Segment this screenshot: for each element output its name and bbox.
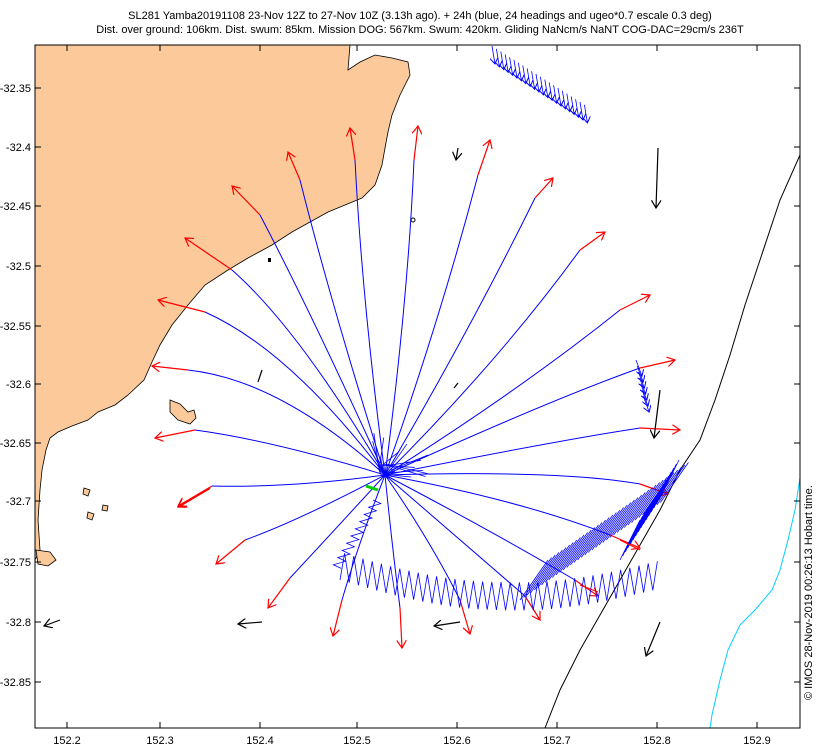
y-tick-label: -32.85 bbox=[0, 677, 31, 689]
heading-arrow bbox=[350, 128, 355, 161]
heading-arrow bbox=[155, 429, 196, 438]
heading-track bbox=[194, 429, 386, 476]
glider-track-segment bbox=[373, 433, 380, 473]
heading-arrow bbox=[185, 238, 233, 271]
deep-contour bbox=[709, 477, 800, 728]
x-tick-label: 152.5 bbox=[343, 735, 371, 747]
heading-arrow bbox=[459, 599, 470, 634]
heading-arrow bbox=[152, 366, 189, 370]
glider-track-segment bbox=[372, 441, 382, 475]
island bbox=[82, 487, 91, 497]
heading-arrow bbox=[178, 487, 211, 508]
glider-track-segment bbox=[380, 456, 385, 476]
heading-arrow bbox=[609, 534, 640, 548]
island bbox=[101, 504, 109, 512]
heading-arrow bbox=[232, 186, 261, 216]
heading-track bbox=[384, 197, 536, 476]
y-tick-label: -32.35 bbox=[0, 83, 31, 95]
x-tick-label: 152.9 bbox=[743, 735, 771, 747]
heading-arrow bbox=[216, 539, 246, 564]
heading-track bbox=[231, 269, 386, 476]
glider-position-marker bbox=[365, 484, 379, 492]
glider-track-segment bbox=[383, 463, 426, 477]
x-tick-label: 152.4 bbox=[246, 735, 274, 747]
y-tick-label: -32.45 bbox=[0, 201, 31, 213]
y-tick-label: -32.4 bbox=[6, 142, 31, 154]
glider-track-segment bbox=[379, 451, 400, 468]
buoy-marker bbox=[410, 217, 416, 223]
glider-track-segment bbox=[386, 471, 396, 477]
heading-track bbox=[384, 367, 641, 476]
heading-arrow bbox=[268, 577, 291, 608]
glider-track-sawtooth bbox=[332, 459, 689, 611]
heading-track bbox=[384, 174, 479, 476]
heading-arrow bbox=[639, 360, 675, 369]
heading-track bbox=[204, 311, 386, 476]
heading-track bbox=[289, 474, 386, 579]
rock-marker bbox=[268, 258, 271, 262]
heading-arrow bbox=[639, 428, 680, 430]
heading-arrow bbox=[333, 599, 343, 636]
island bbox=[35, 549, 57, 567]
glider-track-segment bbox=[381, 464, 415, 468]
heading-track bbox=[384, 309, 621, 476]
heading-track bbox=[211, 474, 386, 487]
heading-track bbox=[259, 214, 386, 476]
heading-arrow bbox=[477, 140, 490, 176]
heading-arrow bbox=[534, 178, 553, 199]
island bbox=[86, 511, 95, 521]
y-tick-label: -32.75 bbox=[0, 557, 31, 569]
heading-arrow bbox=[619, 295, 650, 311]
y-tick-label: -32.7 bbox=[6, 496, 31, 508]
heading-track bbox=[384, 427, 641, 476]
heading-track bbox=[187, 369, 386, 476]
glider-track-segment bbox=[388, 459, 421, 466]
heading-arrow bbox=[158, 300, 206, 313]
heading-track bbox=[384, 474, 526, 597]
heading-arrow-cluster bbox=[492, 45, 649, 412]
map-title-line1: SL281 Yamba20191108 23-Nov 12Z to 27-Nov… bbox=[128, 10, 712, 22]
x-tick-label: 152.7 bbox=[543, 735, 571, 747]
x-tick-label: 152.8 bbox=[643, 735, 671, 747]
heading-arrow bbox=[288, 152, 301, 181]
y-tick-label: -32.65 bbox=[0, 438, 31, 450]
x-tick-label: 152.2 bbox=[53, 735, 81, 747]
heading-track bbox=[244, 474, 386, 541]
heading-track bbox=[384, 159, 415, 476]
glider-track-segment bbox=[390, 443, 408, 468]
heading-arrow bbox=[579, 232, 605, 251]
heading-track bbox=[384, 474, 611, 536]
x-tick-label: 152.6 bbox=[443, 735, 471, 747]
heading-track bbox=[341, 474, 386, 601]
heading-track bbox=[384, 474, 461, 601]
heading-track bbox=[354, 159, 386, 476]
current-vectors bbox=[44, 147, 660, 656]
y-tick-label: -32.5 bbox=[6, 261, 31, 273]
plot-frame bbox=[34, 44, 801, 729]
heading-track bbox=[299, 179, 386, 476]
shelf-contour bbox=[544, 154, 800, 728]
map-title-line2: Dist. over ground: 106km. Dist. swum: 85… bbox=[96, 24, 744, 36]
coastline-land bbox=[35, 45, 411, 561]
y-tick-label: -32.6 bbox=[6, 379, 31, 391]
island bbox=[169, 399, 197, 425]
glider-track-segment bbox=[388, 474, 411, 478]
heading-arrow bbox=[414, 126, 418, 161]
y-tick-label: -32.8 bbox=[6, 617, 31, 629]
x-tick-label: 152.3 bbox=[146, 735, 174, 747]
heading-arrow bbox=[400, 607, 402, 648]
heading-track bbox=[384, 473, 641, 485]
y-tick-label: -32.55 bbox=[0, 321, 31, 333]
glider-track-segment bbox=[386, 463, 428, 475]
heading-track bbox=[384, 249, 581, 476]
glider-track-segment bbox=[378, 437, 385, 471]
heading-track bbox=[384, 474, 401, 609]
